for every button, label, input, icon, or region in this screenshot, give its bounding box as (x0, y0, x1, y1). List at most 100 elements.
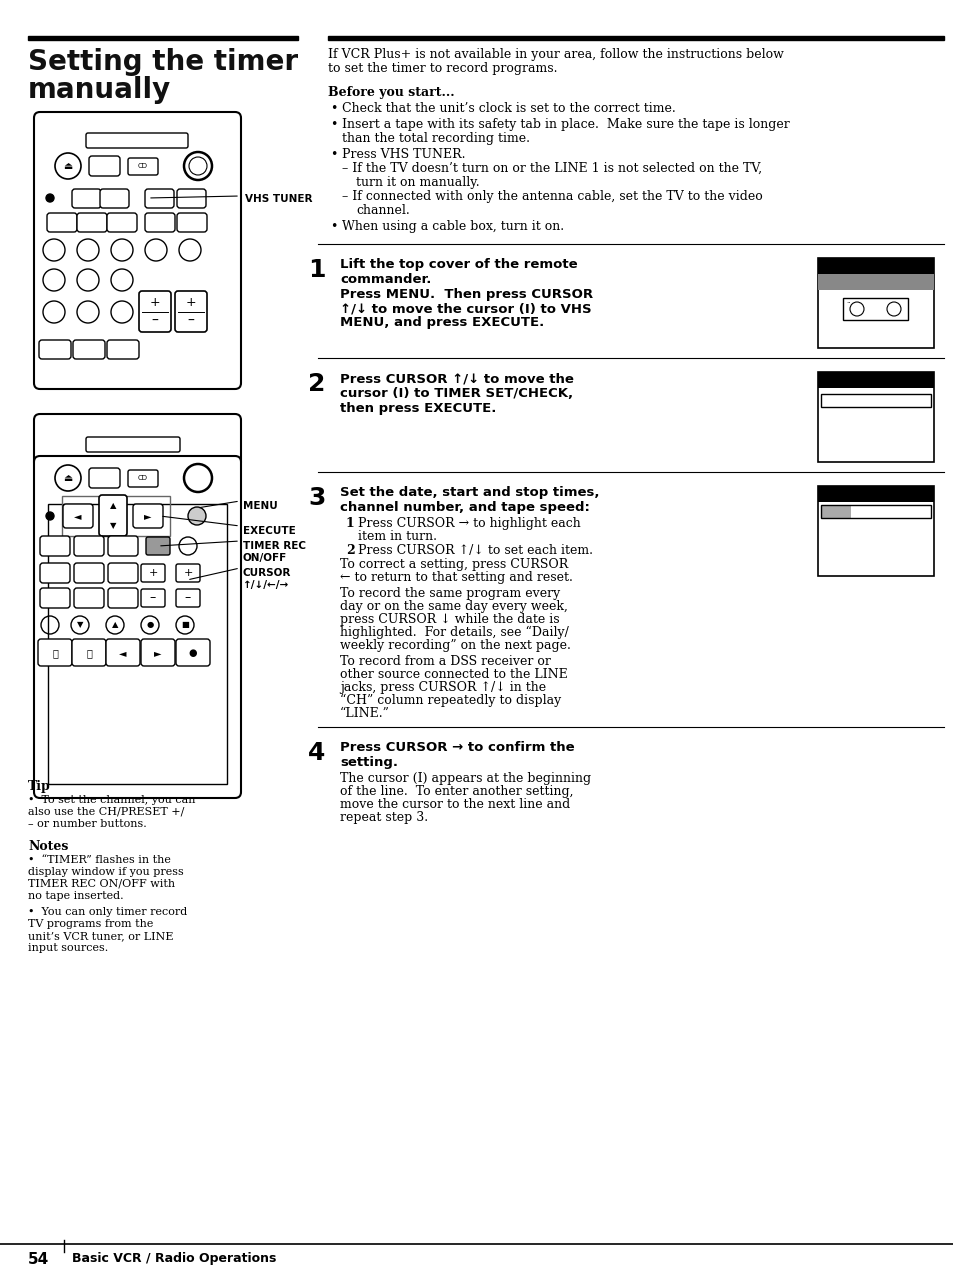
FancyBboxPatch shape (40, 536, 70, 556)
Circle shape (188, 508, 206, 525)
Text: MENU: MENU (243, 501, 277, 511)
Bar (817, 371, 933, 462)
Text: To record the same program every: To record the same program every (339, 586, 559, 600)
Text: ⏮: ⏮ (52, 647, 58, 658)
Text: Press VHS TUNER.: Press VHS TUNER. (341, 148, 465, 162)
Bar (817, 258, 933, 273)
Text: turn it on manually.: turn it on manually. (355, 176, 479, 190)
Text: commander.: commander. (339, 273, 431, 286)
FancyBboxPatch shape (40, 588, 70, 608)
Text: ◄: ◄ (119, 647, 127, 658)
FancyBboxPatch shape (175, 639, 210, 667)
FancyBboxPatch shape (107, 212, 137, 232)
Text: other source connected to the LINE: other source connected to the LINE (339, 668, 567, 681)
Text: ↑/↓ to move the cursor (I) to VHS: ↑/↓ to move the cursor (I) to VHS (339, 301, 591, 315)
Text: TIMER REC ON/OFF with: TIMER REC ON/OFF with (28, 879, 175, 889)
Text: TIMER REC
ON/OFF: TIMER REC ON/OFF (243, 541, 306, 563)
Bar (328, 36, 943, 39)
FancyBboxPatch shape (108, 536, 138, 556)
FancyBboxPatch shape (108, 588, 138, 608)
Bar (28, 36, 297, 39)
Bar (817, 486, 933, 502)
FancyBboxPatch shape (71, 639, 106, 667)
Text: manually: manually (28, 76, 172, 104)
FancyBboxPatch shape (74, 536, 104, 556)
Text: Press CURSOR ↑/↓ to move the: Press CURSOR ↑/↓ to move the (339, 371, 574, 385)
Text: Notes: Notes (28, 840, 69, 854)
Text: When using a cable box, turn it on.: When using a cable box, turn it on. (341, 220, 563, 233)
Text: – If connected with only the antenna cable, set the TV to the video: – If connected with only the antenna cab… (341, 190, 762, 204)
FancyBboxPatch shape (34, 112, 241, 389)
Text: 54: 54 (28, 1252, 50, 1267)
Bar (821, 505, 930, 518)
Text: •: • (330, 220, 337, 233)
FancyBboxPatch shape (89, 468, 120, 488)
Text: ►: ► (144, 511, 152, 522)
Text: than the total recording time.: than the total recording time. (341, 132, 530, 145)
FancyBboxPatch shape (145, 190, 173, 209)
Text: –: – (152, 314, 158, 328)
Text: ⏏: ⏏ (63, 162, 72, 170)
Text: 1: 1 (346, 516, 355, 530)
FancyBboxPatch shape (177, 212, 207, 232)
Text: display window if you press: display window if you press (28, 868, 184, 876)
FancyBboxPatch shape (107, 340, 139, 359)
Text: channel number, and tape speed:: channel number, and tape speed: (339, 501, 589, 514)
Text: –: – (188, 314, 194, 328)
Text: ●: ● (146, 621, 153, 630)
FancyBboxPatch shape (175, 563, 200, 583)
Text: “CH” column repeatedly to display: “CH” column repeatedly to display (339, 695, 560, 707)
FancyBboxPatch shape (86, 134, 188, 148)
Text: Press CURSOR ↑/↓ to set each item.: Press CURSOR ↑/↓ to set each item. (357, 544, 593, 557)
Text: input sources.: input sources. (28, 943, 108, 953)
FancyBboxPatch shape (99, 495, 127, 536)
Text: EXECUTE: EXECUTE (243, 527, 295, 536)
Text: Basic VCR / Radio Operations: Basic VCR / Radio Operations (71, 1252, 276, 1264)
Text: Setting the timer: Setting the timer (28, 48, 297, 76)
FancyBboxPatch shape (128, 469, 158, 487)
Text: •  “TIMER” flashes in the: • “TIMER” flashes in the (28, 855, 171, 865)
Text: ▲: ▲ (112, 621, 118, 630)
Text: +: + (183, 569, 193, 577)
Text: •: • (330, 102, 337, 114)
Text: 4: 4 (308, 742, 325, 764)
FancyBboxPatch shape (39, 340, 71, 359)
FancyBboxPatch shape (74, 588, 104, 608)
Text: ← to return to that setting and reset.: ← to return to that setting and reset. (339, 571, 572, 584)
FancyBboxPatch shape (71, 190, 101, 209)
Text: weekly recording” on the next page.: weekly recording” on the next page. (339, 639, 570, 653)
Circle shape (46, 195, 54, 202)
FancyBboxPatch shape (34, 455, 241, 798)
Text: item in turn.: item in turn. (357, 530, 436, 543)
Text: To correct a setting, press CURSOR: To correct a setting, press CURSOR (339, 558, 568, 571)
Text: TV programs from the: TV programs from the (28, 918, 153, 929)
FancyBboxPatch shape (106, 639, 140, 667)
Text: +: + (186, 296, 196, 309)
FancyBboxPatch shape (73, 340, 105, 359)
FancyBboxPatch shape (38, 639, 71, 667)
FancyBboxPatch shape (175, 589, 200, 607)
FancyBboxPatch shape (47, 212, 77, 232)
FancyBboxPatch shape (141, 589, 165, 607)
FancyBboxPatch shape (145, 212, 174, 232)
Text: highlighted.  For details, see “Daily/: highlighted. For details, see “Daily/ (339, 626, 568, 640)
Text: ●: ● (189, 647, 197, 658)
Text: press CURSOR ↓ while the date is: press CURSOR ↓ while the date is (339, 613, 559, 626)
Text: cursor (I) to TIMER SET/CHECK,: cursor (I) to TIMER SET/CHECK, (339, 387, 573, 399)
Text: ··: ·· (845, 300, 850, 307)
Text: jacks, press CURSOR ↑/↓ in the: jacks, press CURSOR ↑/↓ in the (339, 681, 545, 695)
FancyBboxPatch shape (132, 504, 163, 528)
Text: MENU, and press EXECUTE.: MENU, and press EXECUTE. (339, 315, 543, 329)
Bar (821, 505, 850, 518)
Text: Press CURSOR → to highlight each: Press CURSOR → to highlight each (357, 516, 580, 530)
Text: no tape inserted.: no tape inserted. (28, 890, 124, 901)
Text: CD: CD (138, 163, 148, 169)
FancyBboxPatch shape (141, 563, 165, 583)
Text: •  To set the channel, you can: • To set the channel, you can (28, 795, 195, 805)
Text: of the line.  To enter another setting,: of the line. To enter another setting, (339, 785, 573, 798)
Circle shape (46, 513, 54, 520)
Text: CURSOR
↑/↓/←/→: CURSOR ↑/↓/←/→ (243, 569, 291, 590)
Text: ▼: ▼ (110, 522, 116, 530)
Text: Set the date, start and stop times,: Set the date, start and stop times, (339, 486, 598, 499)
Text: If VCR Plus+ is not available in your area, follow the instructions below: If VCR Plus+ is not available in your ar… (328, 48, 783, 61)
